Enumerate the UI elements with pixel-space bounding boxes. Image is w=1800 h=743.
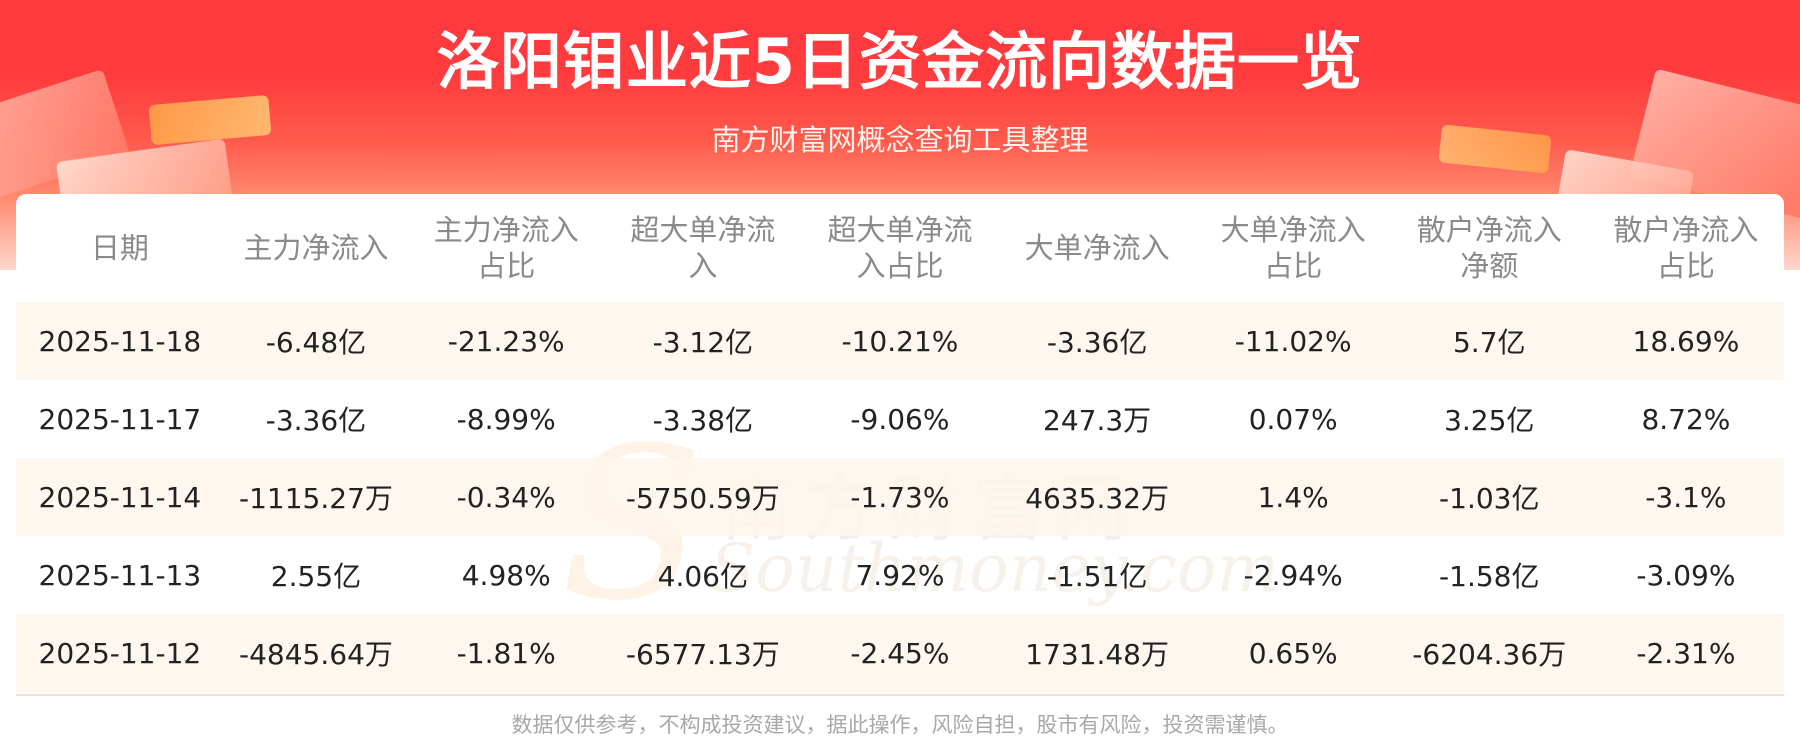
footer-divider — [16, 694, 1784, 696]
column-header-line: 占比 — [477, 249, 536, 283]
table-row: 2025-11-14 -1115.27万 -0.34% -5750.59万 -1.73%… — [16, 458, 1784, 536]
value-cell: 4635.32万 — [998, 458, 1196, 536]
value-cell: 4.98% — [461, 558, 551, 592]
fund-flow-table: 日期 主力净流入 主力净流入 占比 超大单净流入超大单净流 入占比 大单净流入 大单净流入 占比… — [16, 194, 1784, 692]
column-header-line: 超大单净流 — [630, 213, 776, 247]
table-row: 2025-11-18 -6.48亿 -21.23% -3.12亿 -10.21% -3.3… — [16, 302, 1784, 380]
page-subtitle: 南方财富网概念查询工具整理 — [711, 123, 1089, 157]
value-cell: -6.48亿 — [223, 302, 409, 380]
value-cell: -6577.13万 — [604, 614, 802, 692]
value-cell: -4845.64万 — [223, 614, 409, 692]
value-cell: -3.36亿 — [998, 302, 1196, 380]
date-cell: 2025-11-17 — [38, 402, 202, 436]
column-header-line: 大单净流入 — [1220, 213, 1366, 247]
value-cell: -2.31% — [1587, 614, 1784, 692]
value-cell: -1.03亿 — [1390, 458, 1588, 536]
value-cell: -3.09% — [1636, 558, 1736, 592]
value-cell: 3.25亿 — [1444, 404, 1535, 437]
column-header: 散户净流入 占比 — [1588, 194, 1784, 302]
value-cell: -1.58亿 — [1439, 560, 1540, 593]
column-header-line: 散户净流入 — [1613, 213, 1759, 247]
value-cell: 0.07% — [1248, 402, 1338, 436]
date-cell: 2025-11-14 — [16, 458, 224, 536]
value-cell: -3.38亿 — [652, 404, 754, 437]
value-cell: -1.81% — [408, 614, 605, 692]
column-header-line: 主力净流入 — [433, 213, 579, 247]
value-cell: -2.45% — [801, 614, 999, 692]
table-row: 2025-11-13 2.55亿 4.98% 4.06亿 7.92% -1.51亿 -2.9… — [16, 536, 1784, 614]
column-header-line: 散户净流入 — [1416, 213, 1562, 247]
column-header-line: 入 — [688, 249, 718, 283]
value-cell: -3.12亿 — [604, 302, 802, 380]
page-title: 洛阳钼业近5日资金流向数据一览 — [436, 25, 1364, 98]
value-cell: -0.34% — [408, 458, 605, 536]
value-cell: 5.7亿 — [1390, 302, 1588, 380]
date-cell: 2025-11-12 — [16, 614, 224, 692]
value-cell: 0.65% — [1195, 614, 1391, 692]
value-cell: 18.69% — [1587, 302, 1784, 380]
column-header: 主力净流入 占比 — [408, 194, 604, 302]
value-cell: -3.36亿 — [265, 404, 367, 437]
value-cell: -8.99% — [456, 402, 556, 436]
value-cell: 4.06亿 — [657, 560, 748, 593]
value-cell: 1731.48万 — [998, 614, 1196, 692]
value-cell: -1.73% — [801, 458, 999, 536]
value-cell: 2.55亿 — [270, 560, 362, 593]
column-header-line: 大单净流入 — [1024, 231, 1170, 265]
value-cell: -9.06% — [850, 402, 950, 436]
value-cell: 8.72% — [1641, 402, 1731, 436]
value-cell: -5750.59万 — [604, 458, 802, 536]
column-header: 大单净流入 — [999, 194, 1196, 302]
value-cell: -10.21% — [801, 302, 999, 380]
table-card — [16, 194, 1784, 694]
value-cell: -3.1% — [1587, 458, 1784, 536]
value-cell: 247.3万 — [1043, 404, 1152, 437]
table-row: 2025-11-17 -3.36亿 -8.99% -3.38亿 -9.06% 247.3万… — [16, 380, 1784, 458]
value-cell: -2.94% — [1243, 558, 1343, 592]
column-header: 散户净流入 净额 — [1391, 194, 1588, 302]
value-cell: -11.02% — [1195, 302, 1391, 380]
disclaimer: 数据仅供参考，不构成投资建议，据此操作，风险自担，股市有风险，投资需谨慎。 — [511, 713, 1289, 737]
column-header-line: 超大单净流 — [827, 213, 973, 247]
value-cell: -6204.36万 — [1390, 614, 1588, 692]
column-header-line: 净额 — [1460, 249, 1519, 283]
column-header-line: 日期 — [90, 231, 149, 265]
value-cell: 7.92% — [855, 558, 945, 592]
date-cell: 2025-11-18 — [16, 302, 224, 380]
column-header: 日期 — [16, 194, 224, 302]
column-header-line: 占比 — [1264, 249, 1323, 283]
table-body: 2025-11-18 -6.48亿 -21.23% -3.12亿 -10.21% -3.3… — [16, 302, 1784, 692]
value-cell: -1.51亿 — [1046, 560, 1148, 593]
value-cell: -21.23% — [408, 302, 605, 380]
value-cell: -1115.27万 — [223, 458, 409, 536]
value-cell: 1.4% — [1195, 458, 1391, 536]
table-row: 2025-11-12 -4845.64万 -1.81% -6577.13万 -2.45%… — [16, 614, 1784, 692]
column-header-line: 入占比 — [856, 249, 944, 283]
table-header-row: 日期 主力净流入 主力净流入 占比 超大单净流入超大单净流 入占比 大单净流入 大单净流入 占比… — [16, 194, 1784, 302]
date-cell: 2025-11-13 — [38, 558, 202, 592]
column-header: 主力净流入 — [224, 194, 408, 302]
column-header: 超大单净流入 — [604, 194, 801, 302]
column-header: 超大单净流 入占比 — [801, 194, 998, 302]
column-header-line: 占比 — [1656, 249, 1715, 283]
column-header-line: 主力净流入 — [243, 231, 389, 265]
column-header: 大单净流入 占比 — [1196, 194, 1391, 302]
